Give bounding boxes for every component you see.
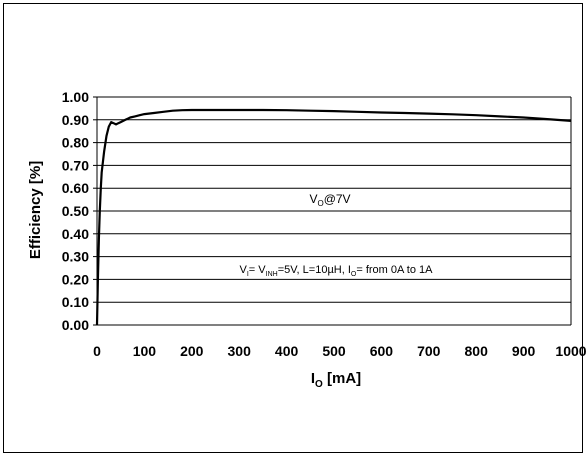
y-tick-label: 0.20 bbox=[62, 271, 89, 287]
x-tick-label: 400 bbox=[275, 343, 299, 359]
x-tick-label: 300 bbox=[228, 343, 252, 359]
y-tick-label: 0.30 bbox=[62, 249, 89, 265]
y-tick-label: 0.50 bbox=[62, 203, 89, 219]
y-axis-title: Efficiency [%] bbox=[27, 161, 44, 259]
efficiency-series-line bbox=[95, 108, 572, 326]
y-tick-label: 0.90 bbox=[62, 112, 89, 128]
x-tick-label: 700 bbox=[417, 343, 441, 359]
x-tick-label: 0 bbox=[93, 343, 101, 359]
x-tick-label: 900 bbox=[512, 343, 536, 359]
x-tick-label: 800 bbox=[465, 343, 489, 359]
y-tick-label: 1.00 bbox=[62, 89, 89, 105]
x-axis-title: IO [mA] bbox=[311, 370, 361, 390]
y-tick-label: 0.10 bbox=[62, 294, 89, 310]
y-tick-label: 0.70 bbox=[62, 157, 89, 173]
vo-annotation: VO@7V bbox=[309, 192, 350, 208]
x-tick-label: 600 bbox=[370, 343, 394, 359]
conditions-annotation: VI= VINH=5V, L=10µH, IO= from 0A to 1A bbox=[240, 264, 434, 278]
grid-lines bbox=[97, 96, 571, 326]
x-tick-label: 1000 bbox=[555, 343, 586, 359]
y-tick-label: 0.60 bbox=[62, 180, 89, 196]
y-tick-label: 0.40 bbox=[62, 226, 89, 242]
x-tick-label: 200 bbox=[180, 343, 204, 359]
y-tick-label: 0.80 bbox=[62, 135, 89, 151]
x-tick-label: 500 bbox=[322, 343, 346, 359]
x-tick-labels: 0 100 200 300 400 500 600 700 800 900 1000 bbox=[93, 343, 587, 359]
y-tick-label: 0.00 bbox=[62, 317, 89, 333]
x-tick-label: 100 bbox=[133, 343, 157, 359]
series-layer bbox=[95, 108, 572, 326]
y-tick-labels: 0.00 0.10 0.20 0.30 0.40 0.50 0.60 0.70 0.80 0.90… bbox=[62, 89, 97, 333]
